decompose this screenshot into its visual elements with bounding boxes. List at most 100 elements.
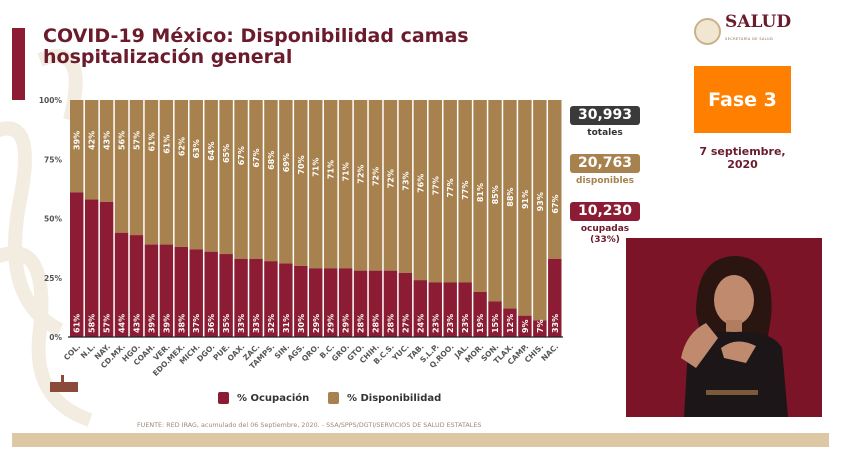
data-label-occupation: 32%: [267, 314, 276, 333]
data-label-availability: 72%: [357, 165, 366, 184]
data-label-occupation: 15%: [491, 314, 500, 333]
data-label-availability: 42%: [88, 131, 97, 150]
data-label-availability: 43%: [103, 131, 112, 150]
bar-occupation: [174, 246, 189, 337]
data-label-occupation: 35%: [222, 314, 231, 333]
bar-occupation: [264, 261, 278, 337]
bar-availability: [234, 100, 248, 259]
bar-availability: [189, 100, 203, 250]
stat-available: 20,763 disponibles: [570, 154, 640, 187]
bar-occupation: [458, 282, 472, 337]
data-label-availability: 71%: [342, 162, 351, 181]
data-label-occupation: 28%: [357, 314, 366, 333]
bar-availability: [353, 100, 368, 271]
data-label-availability: 77%: [446, 178, 455, 197]
bar-occupation: [234, 258, 248, 337]
town-illustration-icon: [50, 375, 78, 392]
data-label-occupation: 12%: [506, 314, 515, 333]
stat-total-value: 30,993: [570, 106, 640, 125]
bar-occupation: [533, 320, 547, 337]
bar-availability: [473, 100, 487, 292]
interpreter-figure-icon: [681, 256, 788, 417]
data-label-occupation: 33%: [252, 314, 261, 333]
data-label-availability: 72%: [386, 169, 395, 188]
bar-occupation: [189, 249, 203, 337]
page-title: COVID-19 México: Disponibilidad camas ho…: [43, 25, 469, 68]
legend-availability: % Disponibilidad: [328, 392, 441, 404]
bar-occupation: [294, 265, 308, 337]
data-label-availability: 67%: [551, 194, 560, 213]
data-label-availability: 81%: [476, 183, 485, 202]
data-label-occupation: 43%: [132, 314, 141, 333]
bar-availability: [144, 100, 159, 245]
data-label-availability: 61%: [147, 132, 156, 151]
data-label-occupation: 28%: [386, 314, 395, 333]
data-label-availability: 71%: [327, 160, 336, 179]
data-label-occupation: 19%: [476, 314, 485, 333]
data-label-availability: 93%: [536, 192, 545, 211]
data-label-occupation: 31%: [282, 314, 291, 333]
stat-total-label: totales: [587, 128, 623, 138]
data-label-availability: 70%: [297, 155, 306, 174]
data-label-occupation: 39%: [147, 314, 156, 333]
bar-occupation: [413, 280, 428, 337]
data-label-availability: 39%: [73, 131, 82, 150]
data-label-availability: 68%: [267, 151, 276, 170]
bar-availability: [503, 100, 517, 309]
bar-occupation: [503, 308, 517, 337]
data-label-availability: 64%: [207, 142, 216, 161]
data-label-availability: 76%: [416, 174, 425, 193]
bar-occupation: [368, 270, 383, 337]
data-label-availability: 61%: [162, 135, 171, 154]
bar-availability: [323, 100, 338, 269]
data-label-occupation: 9%: [521, 319, 530, 333]
bar-availability: [428, 100, 442, 283]
data-label-availability: 91%: [521, 190, 530, 209]
bar-occupation: [323, 268, 338, 337]
logo-name: SALUD: [725, 12, 792, 32]
bar-availability: [548, 100, 562, 259]
national-seal-icon: [694, 17, 721, 45]
bar-availability: [114, 100, 129, 233]
data-label-occupation: 29%: [312, 314, 321, 333]
data-label-occupation: 28%: [372, 314, 381, 333]
stat-available-label: disponibles: [576, 176, 634, 186]
bar-availability: [488, 100, 502, 302]
bar-availability: [204, 100, 218, 252]
report-date: 7 septiembre, 2020: [699, 145, 786, 171]
data-label-occupation: 30%: [297, 314, 306, 333]
bar-occupation: [144, 244, 159, 337]
data-label-occupation: 33%: [551, 314, 560, 333]
bar-occupation: [398, 273, 413, 337]
bar-availability: [264, 100, 278, 262]
bar-occupation: [84, 199, 99, 337]
bar-availability: [279, 100, 293, 264]
bar-occupation: [309, 268, 323, 337]
y-tick-label: 25%: [44, 274, 62, 283]
bar-occupation: [338, 268, 353, 337]
data-label-occupation: 33%: [237, 314, 246, 333]
bar-availability: [368, 100, 383, 271]
data-label-availability: 67%: [237, 146, 246, 165]
bar-availability: [309, 100, 323, 269]
bar-availability: [443, 100, 457, 283]
bar-availability: [70, 100, 84, 193]
data-label-occupation: 29%: [327, 314, 336, 333]
data-label-availability: 63%: [192, 139, 201, 158]
data-label-availability: 72%: [372, 167, 381, 186]
bar-occupation: [129, 235, 144, 337]
bar-occupation: [99, 201, 114, 337]
bar-occupation: [548, 258, 562, 337]
phase-badge: Fase 3: [694, 66, 791, 133]
salud-logo: SALUD SECRETARÍA DE SALUD: [694, 14, 791, 48]
legend-swatch-availability: [328, 392, 339, 404]
data-label-availability: 56%: [118, 131, 127, 150]
data-label-occupation: 23%: [431, 314, 440, 333]
title-accent-bar: [12, 28, 25, 100]
data-label-availability: 65%: [222, 144, 231, 163]
data-label-occupation: 44%: [118, 314, 127, 333]
bar-availability: [84, 100, 99, 200]
data-label-availability: 67%: [252, 148, 261, 167]
bar-occupation: [279, 263, 293, 337]
